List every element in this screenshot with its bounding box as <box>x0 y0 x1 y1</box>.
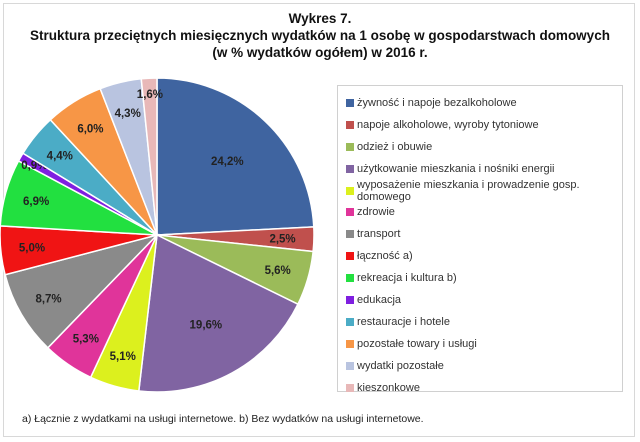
data-label: 5,0% <box>19 242 45 254</box>
pie-slice <box>156 77 315 236</box>
legend-item: napoje alkoholowe, wyroby tytoniowe <box>338 114 622 136</box>
legend: żywność i napoje bezalkoholowe napoje alk… <box>337 85 623 394</box>
data-label: 2,5% <box>269 233 295 245</box>
legend-swatch <box>346 208 354 217</box>
data-label: 6,0% <box>77 123 103 135</box>
legend-item: restauracje i hotele <box>338 311 622 333</box>
legend-item: edukacja <box>338 289 622 311</box>
data-label: 24,2% <box>211 156 244 168</box>
legend-label: pozostałe towary i usługi <box>357 337 477 350</box>
data-label: 6,9% <box>23 196 49 208</box>
legend-label: napoje alkoholowe, wyroby tytoniowe <box>357 118 539 131</box>
legend-swatch <box>346 120 354 129</box>
legend-item: kieszonkowe <box>338 377 622 399</box>
data-label: 4,4% <box>47 150 73 162</box>
legend-item: rekreacja i kultura b) <box>338 267 622 289</box>
legend-label: rekreacja i kultura b) <box>357 272 457 285</box>
chart-title-line-2: Struktura przeciętnych miesięcznych wyda… <box>30 28 610 43</box>
legend-item: pozostałe towary i usługi <box>338 333 622 355</box>
data-label: 1,6% <box>137 89 163 101</box>
chart-title-line-3: (w % wydatków ogółem) w 2016 r. <box>212 45 428 60</box>
data-label: 5,3% <box>73 333 99 345</box>
footnote: a) Łącznie z wydatkami na usługi interne… <box>22 413 424 425</box>
legend-item: zdrowie <box>338 201 622 223</box>
legend-label: łączność a) <box>357 250 413 263</box>
pie-slice <box>137 233 299 393</box>
data-label: 19,6% <box>190 320 223 332</box>
legend-item: żywność i napoje bezalkoholowe <box>338 92 622 114</box>
legend-label: odzież i obuwie <box>357 140 433 153</box>
legend-item: łączność a) <box>338 245 622 267</box>
legend-label: żywność i napoje bezalkoholowe <box>357 96 517 109</box>
data-label: 8,7% <box>35 293 61 305</box>
legend-label: wydatki pozostałe <box>357 359 444 372</box>
pie-slice <box>4 233 160 349</box>
legend-label: edukacja <box>357 293 402 306</box>
chart-title-line-1: Wykres 7. <box>288 11 352 26</box>
pie-slice <box>140 77 158 236</box>
legend-item: użytkowanie mieszkania i nośniki energii <box>338 158 622 180</box>
data-label: 5,6% <box>265 265 291 277</box>
legend-label: zdrowie <box>357 206 395 219</box>
data-label: 5,1% <box>110 351 136 363</box>
legend-swatch <box>346 98 354 107</box>
legend-label: transport <box>357 228 401 241</box>
legend-label: kieszonkowe <box>357 381 420 394</box>
legend-label: restauracje i hotele <box>357 315 450 328</box>
legend-swatch <box>346 164 354 173</box>
legend-swatch <box>346 317 354 326</box>
legend-swatch <box>346 142 354 151</box>
data-label: 4,3% <box>115 108 141 120</box>
legend-swatch <box>346 186 354 195</box>
legend-swatch <box>346 252 354 261</box>
legend-swatch <box>346 361 354 370</box>
legend-swatch <box>346 383 354 392</box>
legend-swatch <box>346 339 354 348</box>
legend-swatch <box>346 274 354 283</box>
legend-swatch <box>346 295 354 304</box>
legend-label: użytkowanie mieszkania i nośniki energii <box>357 162 555 175</box>
legend-item: wyposażenie mieszkania i prowadzenie gos… <box>338 178 622 203</box>
legend-item: transport <box>338 223 622 245</box>
legend-item: odzież i obuwie <box>338 136 622 158</box>
legend-item: wydatki pozostałe <box>338 355 622 377</box>
legend-swatch <box>346 230 354 239</box>
legend-label: wyposażenie mieszkania i prowadzenie gos… <box>357 178 580 203</box>
